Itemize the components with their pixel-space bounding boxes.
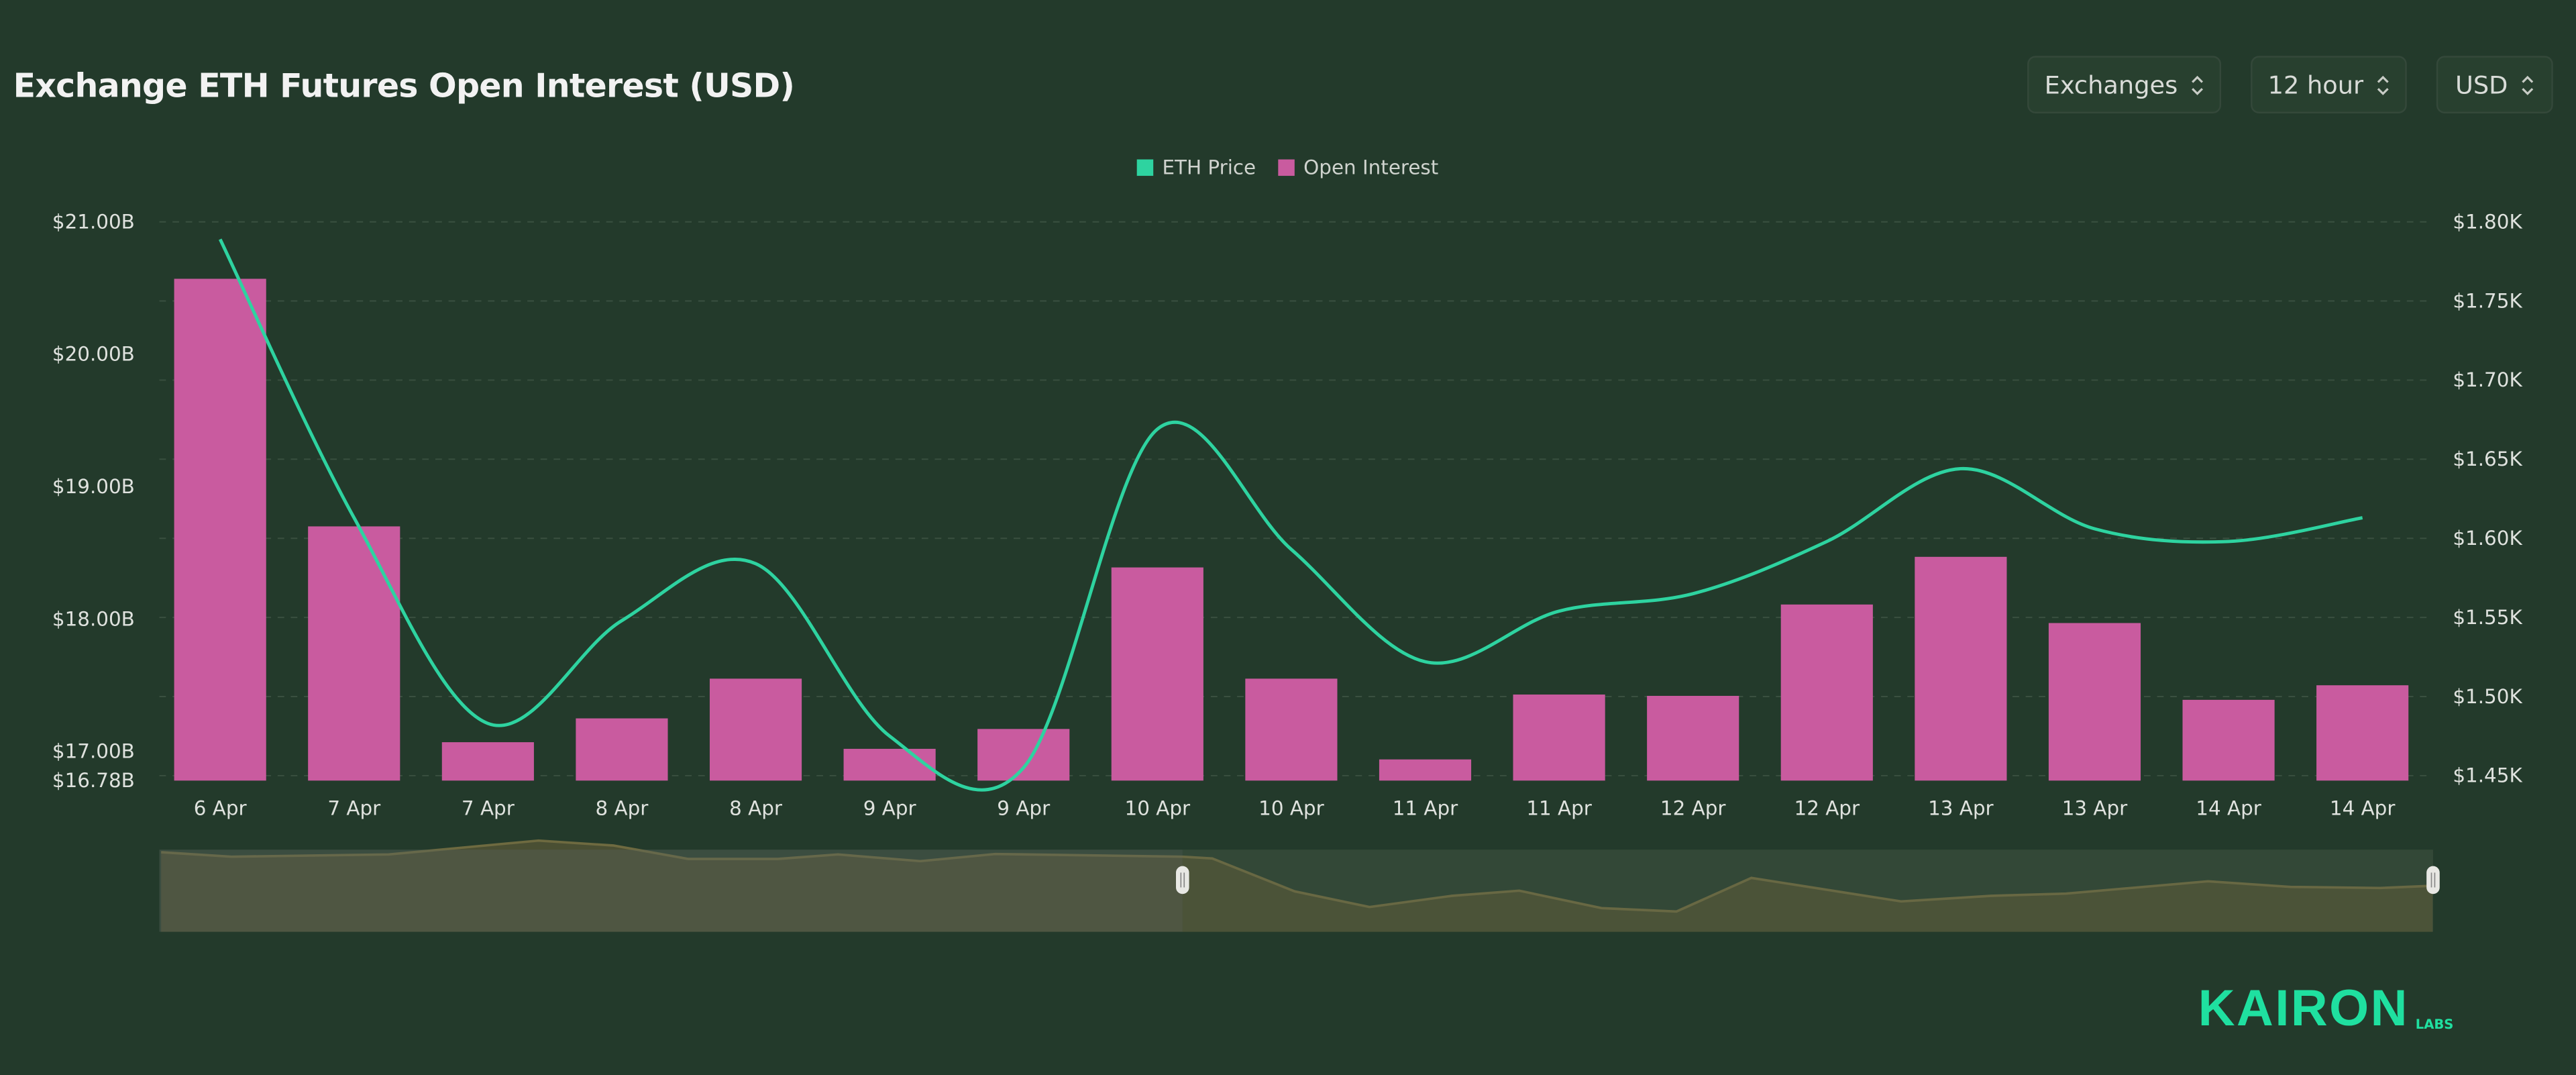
bar-open-interest	[308, 526, 400, 781]
navigator-area	[161, 840, 2433, 932]
bar-open-interest	[1647, 695, 1739, 781]
legend-label: ETH Price	[1162, 156, 1256, 179]
currency-dropdown-label: USD	[2455, 70, 2508, 100]
bar-open-interest	[1245, 678, 1338, 781]
right-axis-tick: $1.75K	[2453, 289, 2522, 312]
currency-dropdown[interactable]: USD	[2436, 56, 2553, 113]
bar-open-interest	[2048, 623, 2141, 781]
x-axis-tick: 14 Apr	[2196, 797, 2261, 820]
navigator-selected-range	[1182, 850, 2433, 932]
legend: ETH Price Open Interest	[0, 156, 2576, 179]
legend-swatch-open-interest	[1279, 159, 1295, 176]
bar-open-interest	[576, 718, 668, 781]
left-axis-tick: $19.00B	[52, 475, 135, 498]
exchanges-dropdown[interactable]: Exchanges	[2027, 56, 2222, 113]
x-axis-tick: 8 Apr	[596, 797, 649, 820]
up-down-chevron-icon	[2521, 74, 2533, 95]
right-axis-tick: $1.80K	[2453, 210, 2522, 233]
up-down-chevron-icon	[2376, 74, 2388, 95]
up-down-chevron-icon	[2190, 74, 2202, 95]
left-axis-tick: $21.00B	[52, 210, 135, 233]
bar-open-interest	[977, 729, 1070, 781]
navigator-right-handle[interactable]	[2426, 866, 2440, 894]
bar-open-interest	[1780, 604, 1873, 781]
bar-open-interest	[709, 678, 802, 781]
line-eth-price	[218, 238, 2363, 792]
x-axis-tick: 11 Apr	[1393, 797, 1458, 820]
left-axis-tick: $17.00B	[52, 740, 135, 763]
x-axis-tick: 12 Apr	[1794, 797, 1860, 820]
navigator-left-handle[interactable]	[1175, 866, 1189, 894]
x-axis-tick: 11 Apr	[1526, 797, 1592, 820]
x-axis-tick: 6 Apr	[194, 797, 248, 820]
x-axis-tick: 10 Apr	[1258, 797, 1324, 820]
x-axis-tick: 13 Apr	[2062, 797, 2128, 820]
navigator-line	[161, 839, 2433, 913]
bar-open-interest	[174, 278, 266, 781]
x-axis-tick: 8 Apr	[729, 797, 783, 820]
right-axis-tick: $1.50K	[2453, 685, 2522, 708]
right-axis-tick: $1.55K	[2453, 606, 2522, 629]
legend-item-open-interest[interactable]: Open Interest	[1279, 156, 1438, 179]
legend-label: Open Interest	[1303, 156, 1439, 179]
x-axis-tick: 9 Apr	[997, 797, 1051, 820]
navigator-unselected-mask	[159, 850, 1183, 932]
x-axis-tick: 14 Apr	[2330, 797, 2396, 820]
x-axis-tick: 7 Apr	[462, 797, 515, 820]
x-axis-tick: 12 Apr	[1660, 797, 1726, 820]
right-axis-tick: $1.65K	[2453, 448, 2522, 470]
right-axis-tick: $1.45K	[2453, 764, 2522, 787]
page-title: Exchange ETH Futures Open Interest (USD)	[13, 65, 795, 105]
kairon-labs-logo: KAIRON LABS	[2198, 979, 2454, 1037]
left-axis-tick: $20.00B	[52, 343, 135, 366]
exchanges-dropdown-label: Exchanges	[2044, 70, 2178, 100]
left-axis-tick: $18.00B	[52, 607, 135, 630]
legend-swatch-eth-price	[1137, 159, 1155, 176]
logo-subtext: LABS	[2415, 1017, 2454, 1032]
x-axis-tick: 13 Apr	[1928, 797, 1994, 820]
right-axis-tick: $1.70K	[2453, 368, 2522, 391]
interval-dropdown-label: 12 hour	[2267, 70, 2364, 100]
bar-open-interest	[2316, 685, 2409, 781]
bar-open-interest	[843, 748, 936, 781]
bar-open-interest	[1379, 759, 1472, 781]
bar-open-interest	[1915, 556, 2007, 781]
right-axis-tick: $1.60K	[2453, 527, 2522, 550]
x-axis-tick: 7 Apr	[327, 797, 381, 820]
x-axis-tick: 10 Apr	[1125, 797, 1191, 820]
bar-open-interest	[2182, 699, 2275, 781]
bar-open-interest	[1513, 695, 1605, 781]
bar-open-interest	[1111, 567, 1203, 781]
left-axis-tick: $16.78B	[52, 769, 135, 792]
x-axis-tick: 9 Apr	[863, 797, 917, 820]
range-navigator	[159, 839, 2440, 932]
interval-dropdown[interactable]: 12 hour	[2251, 56, 2407, 113]
legend-item-eth-price[interactable]: ETH Price	[1137, 156, 1256, 179]
bar-open-interest	[441, 742, 534, 781]
logo-text: KAIRON	[2198, 979, 2409, 1037]
